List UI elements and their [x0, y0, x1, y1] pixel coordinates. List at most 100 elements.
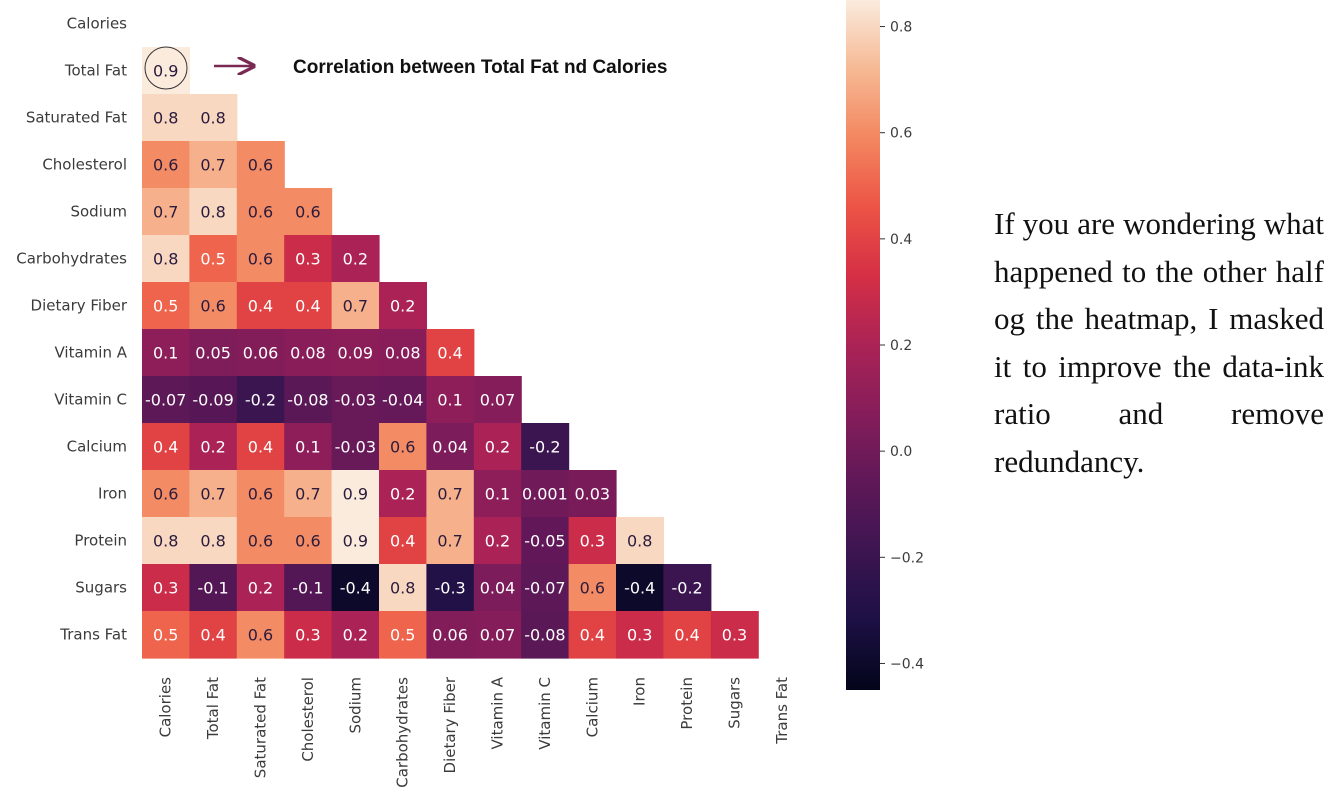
- cell-value-label: -0.1: [292, 579, 323, 598]
- cell-value-label: -0.4: [624, 579, 655, 598]
- cell-value-label: -0.03: [335, 438, 376, 457]
- cell-value-label: 0.08: [290, 344, 326, 363]
- heatmap-cell-sodium-calories: [142, 188, 190, 236]
- row-label-sodium: Sodium: [70, 203, 127, 221]
- cell-value-label: 0.6: [580, 579, 605, 598]
- cell-value-label: 0.09: [337, 344, 373, 363]
- row-label-iron: Iron: [98, 485, 127, 503]
- row-label-calcium: Calcium: [67, 438, 127, 456]
- cell-value-label: 0.5: [153, 297, 178, 316]
- cell-value-label: 0.1: [153, 344, 178, 363]
- heatmap-cell-vitamin-c-total-fat: [189, 376, 238, 424]
- cell-value-label: 0.6: [390, 438, 415, 457]
- heatmap-cell-vitamin-a-total-fat: [189, 329, 238, 377]
- row-labels: Calories Total Fat Saturated Fat Cholestero…: [16, 15, 128, 644]
- cell-value-label: 0.6: [248, 532, 273, 551]
- heatmap-cell-calcium-dietary-fiber: [426, 423, 475, 471]
- heatmap-cell-iron-sodium: [331, 470, 380, 518]
- heatmap-cell-dietary-fiber-carbohydrates: [379, 282, 427, 330]
- row-label-saturated-fat: Saturated Fat: [26, 109, 127, 127]
- column-label-vitamin-a: Vitamin A: [489, 676, 507, 749]
- column-label-calcium: Calcium: [583, 677, 601, 737]
- cell-value-label: 0.9: [343, 485, 368, 504]
- heatmap-cell-dietary-fiber-saturated-fat: [236, 282, 285, 330]
- heatmap-cell-sugars-saturated-fat: [236, 564, 285, 612]
- cell-value-label: 0.1: [485, 485, 510, 504]
- cell-value-label: 0.4: [674, 626, 699, 645]
- cell-value-label: 0.06: [243, 344, 279, 363]
- cell-value-label: 0.2: [390, 297, 415, 316]
- colorbar-tick-label: 0.8: [890, 20, 912, 36]
- cell-value-label: 0.6: [248, 203, 273, 222]
- cell-value-label: 0.8: [153, 109, 178, 128]
- cell-value-label: 0.2: [343, 626, 368, 645]
- cell-value-label: 0.8: [153, 250, 178, 269]
- heatmap-cell-sugars-calories: [142, 564, 190, 612]
- heatmap-cell-protein-vitamin-a: [473, 517, 522, 565]
- heatmap-cell-trans-fat-sodium: [331, 611, 380, 659]
- heatmap-cell-sodium-saturated-fat: [236, 188, 285, 236]
- heatmap-cell-dietary-fiber-total-fat: [189, 282, 238, 330]
- heatmap-cell-vitamin-a-sodium: [331, 329, 380, 377]
- heatmap-cell-sugars-protein: [663, 564, 712, 612]
- heatmap-cell-vitamin-c-saturated-fat: [236, 376, 285, 424]
- cell-value-label: -0.3: [434, 579, 465, 598]
- cell-value-label: 0.7: [295, 485, 320, 504]
- heatmap-cell-sugars-cholesterol: [284, 564, 333, 612]
- heatmap-cell-vitamin-c-vitamin-a: [473, 376, 522, 424]
- heatmap-cell-calcium-cholesterol: [284, 423, 333, 471]
- cell-value-label: 0.6: [248, 626, 273, 645]
- heatmap-cell-iron-carbohydrates: [379, 470, 427, 518]
- annotation: Correlation between Total Fat nd Calorie…: [144, 46, 667, 90]
- heatmap-cell-sugars-calcium: [568, 564, 617, 612]
- row-label-calories: Calories: [67, 15, 128, 33]
- heatmap-cell-sugars-sodium: [331, 564, 380, 612]
- heatmap-cell-iron-saturated-fat: [236, 470, 285, 518]
- column-labels: Calories Total Fat Saturated Fat Cholestero…: [157, 676, 791, 788]
- cell-value-label: 0.8: [390, 579, 415, 598]
- cell-value-label: 0.2: [485, 532, 510, 551]
- cell-value-label: 0.07: [480, 626, 516, 645]
- cell-value-label: 0.6: [248, 250, 273, 269]
- heatmap-cell-protein-vitamin-c: [521, 517, 570, 565]
- column-label-protein: Protein: [678, 677, 696, 730]
- cell-value-label: 0.08: [385, 344, 421, 363]
- cell-value-label: 0.3: [580, 532, 605, 551]
- heatmap-cell-protein-saturated-fat: [236, 517, 285, 565]
- cell-value-label: -0.07: [145, 391, 186, 410]
- cell-value-label: 0.7: [343, 297, 368, 316]
- cell-value-label: 0.8: [627, 532, 652, 551]
- heatmap-cell-cholesterol-total-fat: [189, 141, 238, 189]
- heatmap-cell-sugars-vitamin-a: [473, 564, 522, 612]
- heatmap-cell-iron-calcium: [568, 470, 617, 518]
- cell-value-label: -0.1: [197, 579, 228, 598]
- heatmap-cell-iron-calories: [142, 470, 190, 518]
- heatmap-cell-protein-total-fat: [189, 517, 238, 565]
- heatmap-cell-sodium-total-fat: [189, 188, 238, 236]
- heatmap-cell-iron-vitamin-a: [473, 470, 522, 518]
- cell-value-label: 0.4: [153, 438, 178, 457]
- heatmap-cell-saturated-fat-total-fat: [189, 94, 238, 142]
- colorbar-tick-label: 0.0: [890, 444, 912, 460]
- cell-value-label: 0.3: [295, 626, 320, 645]
- heatmap-cell-calcium-vitamin-c: [521, 423, 570, 471]
- cell-value-label: 0.06: [432, 626, 468, 645]
- cell-value-label: -0.09: [192, 391, 233, 410]
- heatmap-cell-protein-carbohydrates: [379, 517, 427, 565]
- heatmap-cell-cholesterol-calories: [142, 141, 190, 189]
- column-label-cholesterol: Cholesterol: [299, 677, 317, 762]
- row-label-carbohydrates: Carbohydrates: [16, 250, 127, 268]
- heatmap-cell-vitamin-a-dietary-fiber: [426, 329, 475, 377]
- row-label-cholesterol: Cholesterol: [42, 156, 127, 174]
- cell-value-label: 0.03: [574, 485, 610, 504]
- heatmap-cell-sodium-cholesterol: [284, 188, 333, 236]
- cell-value-label: 0.6: [248, 156, 273, 175]
- heatmap-cell-protein-dietary-fiber: [426, 517, 475, 565]
- cell-value-label: -0.04: [382, 391, 423, 410]
- cell-value-label: 0.6: [295, 203, 320, 222]
- heatmap-cell-trans-fat-calories: [142, 611, 190, 659]
- cell-value-label: 0.04: [480, 579, 516, 598]
- row-label-vitamin-a: Vitamin A: [55, 344, 128, 362]
- heatmap-cell-trans-fat-sugars: [710, 611, 759, 659]
